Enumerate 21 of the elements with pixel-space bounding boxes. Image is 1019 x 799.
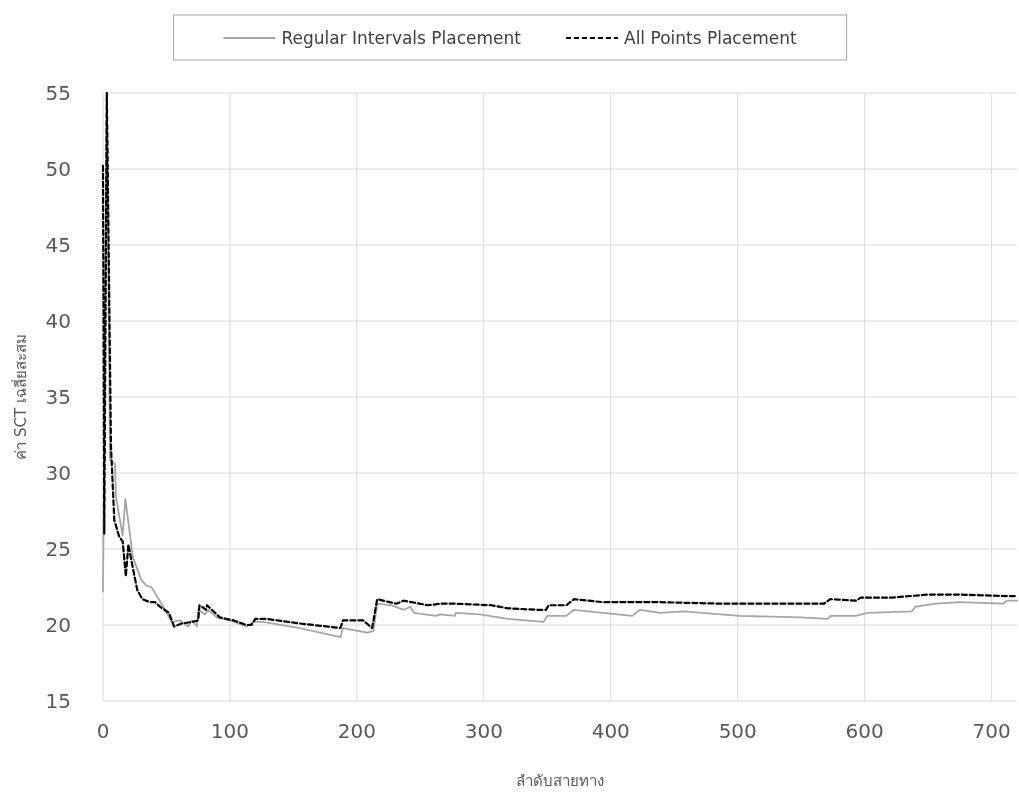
y-tick-label: 20 <box>45 613 71 637</box>
x-tick-label: 500 <box>718 719 757 743</box>
x-tick-label: 200 <box>337 719 376 743</box>
y-tick-label: 55 <box>45 81 71 105</box>
y-tick-label: 25 <box>45 537 71 561</box>
legend-label: All Points Placement <box>624 28 797 48</box>
y-tick-label: 40 <box>45 309 71 333</box>
x-tick-label: 100 <box>210 719 250 743</box>
x-tick-label: 300 <box>464 719 503 743</box>
y-tick-label: 45 <box>45 233 71 257</box>
x-tick-label: 700 <box>972 719 1011 743</box>
y-tick-label: 50 <box>45 157 71 181</box>
y-axis-title: ค่า SCT เฉลี่ยสะสม <box>10 334 30 460</box>
x-tick-label: 400 <box>591 719 630 743</box>
legend-label: Regular Intervals Placement <box>281 28 522 48</box>
x-axis-title: ลำดับสายทาง <box>516 772 604 790</box>
y-tick-label: 15 <box>45 689 71 713</box>
x-tick-label: 0 <box>96 719 110 743</box>
x-tick-label: 600 <box>845 719 884 743</box>
y-tick-label: 30 <box>45 461 71 485</box>
y-tick-label: 35 <box>45 385 71 409</box>
